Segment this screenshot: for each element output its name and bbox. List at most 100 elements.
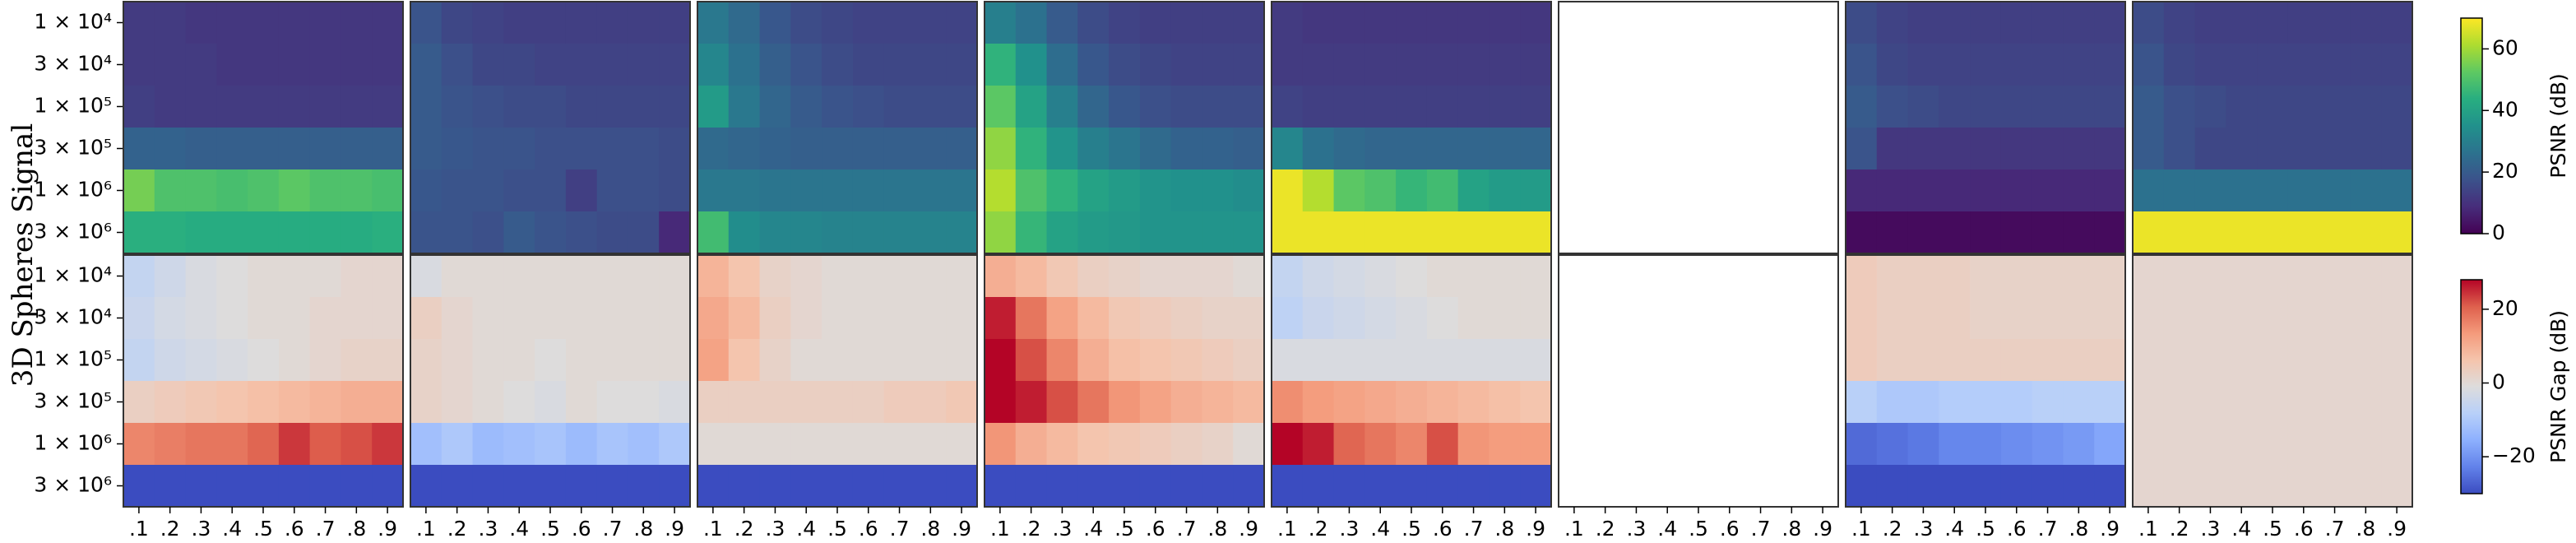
heatmap-cell [1907, 255, 1939, 298]
heatmap-cell [985, 339, 1017, 382]
heatmap-cell [1302, 297, 1335, 340]
heatmap-cell [596, 211, 629, 254]
heatmap-cell [248, 44, 280, 86]
heatmap-cell [503, 211, 535, 254]
heatmap-cell [1396, 169, 1428, 212]
heatmap-cell [1907, 86, 1939, 128]
heatmap-cell [1202, 255, 1234, 298]
heatmap-cell [1426, 44, 1459, 86]
heatmap-cell [1364, 169, 1397, 212]
heatmap-cell [1333, 128, 1365, 170]
heatmap-cell [248, 297, 280, 340]
heatmap-cell [946, 211, 978, 254]
heatmap-cell [1457, 211, 1490, 254]
heatmap-cell [1272, 211, 1304, 254]
heatmap-cell [216, 128, 248, 170]
heatmap-cell [154, 44, 187, 86]
heatmap-cell [659, 211, 691, 254]
heatmap-cell [123, 2, 155, 44]
colorbar-label: PSNR Gap (dB) [2546, 310, 2570, 463]
heatmap-cell [1364, 211, 1397, 254]
heatmap-cell [759, 465, 791, 508]
x-tick-label: .4 [796, 517, 816, 541]
heatmap-cell [535, 381, 567, 424]
heatmap-cell [1109, 423, 1141, 466]
heatmap-cell [535, 44, 567, 86]
heatmap-cell [1846, 339, 1878, 382]
heatmap-cell [985, 381, 1017, 424]
heatmap-cell [1489, 128, 1521, 170]
heatmap-cell [1970, 169, 2002, 212]
heatmap-cell [185, 169, 217, 212]
heatmap-cell [2000, 339, 2033, 382]
heatmap-cell [790, 255, 822, 298]
heatmap-cell [2287, 44, 2320, 86]
heatmap-cell [565, 381, 598, 424]
heatmap-cell [1457, 128, 1490, 170]
heatmap-cell [1170, 2, 1203, 44]
heatmap-cell [915, 2, 947, 44]
heatmap-cell [309, 465, 342, 508]
heatmap-cell [1333, 169, 1365, 212]
x-tick-label: .6 [285, 517, 304, 541]
heatmap-cell [1876, 86, 1909, 128]
heatmap-cell [915, 211, 947, 254]
heatmap-cell [1876, 297, 1909, 340]
heatmap-cell [1333, 211, 1365, 254]
heatmap-cell [946, 44, 978, 86]
x-tick-label: .9 [2387, 517, 2407, 541]
heatmap-cell [1907, 169, 1939, 212]
heatmap-cell [2094, 86, 2126, 128]
heatmap-cell [503, 297, 535, 340]
heatmap-cell [728, 44, 761, 86]
heatmap-cell [503, 2, 535, 44]
heatmap-cell [1302, 211, 1335, 254]
heatmap-cell [1907, 2, 1939, 44]
heatmap-cell [659, 423, 691, 466]
heatmap-cell [883, 86, 916, 128]
heatmap-cell [2257, 339, 2289, 382]
heatmap-cell [535, 128, 567, 170]
heatmap-cell [1846, 211, 1878, 254]
heatmap-cell [985, 211, 1017, 254]
heatmap-cell [2094, 339, 2126, 382]
heatmap-cell [628, 423, 660, 466]
heatmap-cell [535, 465, 567, 508]
heatmap-cell [341, 86, 373, 128]
heatmap-cell [759, 339, 791, 382]
heatmap-cell [1015, 86, 1048, 128]
heatmap-cell [1457, 423, 1490, 466]
x-tick-label: .2 [447, 517, 467, 541]
heatmap-cell [596, 381, 629, 424]
heatmap-cell [309, 2, 342, 44]
heatmap-cell [1489, 423, 1521, 466]
heatmap-cell [1333, 339, 1365, 382]
heatmap-cell [1876, 169, 1909, 212]
heatmap-cell [1302, 255, 1335, 298]
heatmap-cell [123, 169, 155, 212]
colorbar-tick-label: 20 [2492, 159, 2518, 183]
heatmap-cell [1272, 423, 1304, 466]
colorbar-tick-label: 0 [2492, 370, 2505, 394]
heatmap-cell [1302, 465, 1335, 508]
heatmap-cell [790, 2, 822, 44]
x-tick-label: .6 [1433, 517, 1452, 541]
heatmap-cell [822, 423, 854, 466]
heatmap-cell [2094, 169, 2126, 212]
x-tick-label: .2 [734, 517, 754, 541]
x-tick-label: .7 [2038, 517, 2058, 541]
heatmap-cell [1939, 86, 1971, 128]
heatmap-cell [2226, 465, 2258, 508]
heatmap-cell [1109, 86, 1141, 128]
colorbar-tick-label: 60 [2492, 35, 2518, 59]
heatmap-cell [2063, 211, 2095, 254]
heatmap-cell [2000, 169, 2033, 212]
heatmap-cell [697, 44, 730, 86]
heatmap-cell [2163, 255, 2196, 298]
heatmap-cell [2000, 211, 2033, 254]
heatmap-cell [248, 211, 280, 254]
heatmap-cell [1015, 423, 1048, 466]
heatmap-cell [1970, 339, 2002, 382]
heatmap-cell [915, 297, 947, 340]
heatmap-cell [123, 255, 155, 298]
